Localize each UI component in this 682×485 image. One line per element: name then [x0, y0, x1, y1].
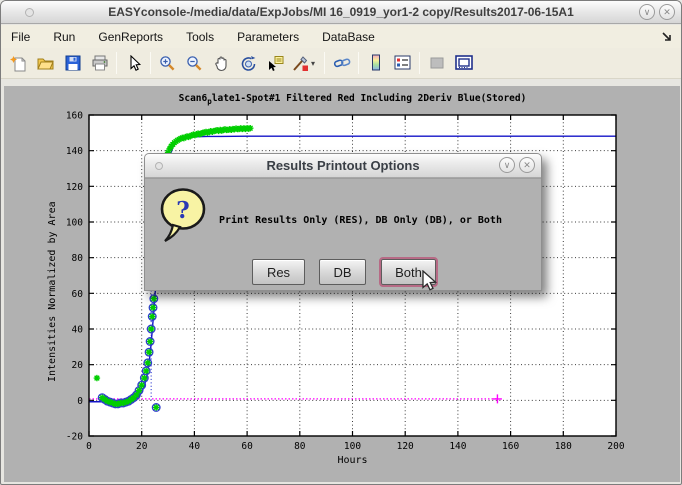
data-point-circle [144, 347, 154, 357]
dialog-title: Results Printout Options [266, 158, 420, 173]
toolbar-separator [116, 52, 117, 74]
y-tick-label: 140 [66, 146, 83, 157]
y-tick-label: 60 [72, 289, 84, 300]
y-tick-label: 40 [72, 325, 84, 336]
rotate-3d-icon[interactable] [235, 50, 262, 76]
dialog-content: ? Print Results Only (RES), DB Only (DB)… [145, 178, 541, 290]
zoom-in-icon[interactable] [154, 50, 181, 76]
y-axis-label: Intensities Normalized by Area [47, 201, 58, 382]
x-tick-label: 40 [189, 441, 201, 452]
dialog-close-button[interactable]: ✕ [519, 157, 535, 173]
y-tick-label: 0 [77, 396, 83, 407]
menu-run[interactable]: Run [53, 29, 76, 44]
y-tick-label: 80 [72, 253, 84, 264]
legend-icon[interactable] [389, 50, 416, 76]
print-icon[interactable] [86, 50, 113, 76]
brush-icon[interactable] [289, 50, 311, 76]
window-titlebar[interactable]: EASYconsole-/media/data/ExpJobs/MI 16_09… [1, 1, 681, 24]
y-tick-label: 20 [72, 360, 84, 371]
zoom-out-icon[interactable] [181, 50, 208, 76]
y-tick-label: 100 [66, 218, 83, 229]
x-tick-label: 120 [397, 441, 414, 452]
menu-parameters[interactable]: Parameters [237, 29, 300, 44]
y-tick-label: -20 [66, 432, 83, 443]
window-title: EASYconsole-/media/data/ExpJobs/MI 16_09… [108, 5, 574, 19]
link-plots-icon[interactable] [328, 50, 355, 76]
toolbar-separator [419, 52, 420, 74]
window-menu-icon[interactable] [25, 8, 34, 17]
data-cursor-icon[interactable] [262, 50, 289, 76]
window-background-strip [1, 79, 681, 86]
pan-icon[interactable] [208, 50, 235, 76]
x-tick-label: 140 [449, 441, 466, 452]
question-bubble-icon: ? [160, 188, 206, 242]
x-tick-label: 100 [344, 441, 361, 452]
dialog-menu-icon[interactable] [155, 162, 163, 170]
mouse-cursor-icon [422, 270, 438, 291]
menu-file[interactable]: File [11, 29, 31, 44]
question-mark-glyph: ? [176, 197, 189, 224]
menu-genreports[interactable]: GenReports [98, 29, 164, 44]
menu-overflow-arrow-icon[interactable] [660, 30, 673, 46]
open-file-icon[interactable] [32, 50, 59, 76]
dialog-minimize-button[interactable]: ∨ [499, 157, 515, 173]
x-tick-label: 180 [555, 441, 572, 452]
colorbar-icon[interactable] [362, 50, 389, 76]
data-point-circle [141, 366, 151, 376]
dialog-titlebar[interactable]: Results Printout Options ∨ ✕ [145, 154, 541, 178]
y-tick-label: 120 [66, 182, 83, 193]
axes-border [88, 114, 617, 437]
x-tick-label: 80 [294, 441, 306, 452]
green-asterisk-markers [93, 124, 254, 411]
results-printout-dialog: Results Printout Options ∨ ✕ ? Print Res… [144, 153, 542, 291]
data-point-circle [149, 294, 159, 304]
dialog-message: Print Results Only (RES), DB Only (DB), … [219, 215, 502, 226]
toolbar-separator [358, 52, 359, 74]
data-point-circle [151, 403, 161, 412]
x-tick-label: 20 [136, 441, 148, 452]
new-file-icon[interactable] [5, 50, 32, 76]
x-tick-label: 160 [502, 441, 519, 452]
toolbar-separator [150, 52, 151, 74]
toolbar-separator [324, 52, 325, 74]
minimize-button[interactable]: ∨ [639, 4, 655, 20]
dock-figure-icon[interactable] [450, 50, 477, 76]
save-icon[interactable] [59, 50, 86, 76]
x-tick-label: 200 [607, 441, 624, 452]
x-tick-label: 60 [241, 441, 253, 452]
brush-dropdown-icon[interactable]: ▾ [311, 58, 316, 68]
pointer-icon[interactable] [120, 50, 147, 76]
disabled-square-icon [423, 50, 450, 76]
data-point-circle [146, 324, 156, 334]
data-point-circle [148, 303, 158, 313]
x-axis-label: Hours [337, 455, 368, 466]
menubar: File Run GenReports Tools Parameters Dat… [1, 25, 681, 48]
menu-database[interactable]: DataBase [322, 29, 375, 44]
plot-title: Scan6plate1-Spot#1 Filtered Red Includin… [178, 93, 527, 106]
x-tick-label: 0 [86, 441, 92, 452]
data-point-circle [143, 358, 153, 368]
res-button[interactable]: Res [252, 259, 305, 285]
y-tick-label: 160 [66, 111, 83, 122]
baseline-plus-marker [492, 394, 502, 404]
figure-toolbar: ▾ [1, 48, 681, 79]
close-button[interactable]: ✕ [659, 4, 675, 20]
db-button[interactable]: DB [319, 259, 366, 285]
data-point-circle [147, 312, 157, 321]
data-point-circle [145, 337, 155, 346]
menu-tools[interactable]: Tools [186, 29, 215, 44]
